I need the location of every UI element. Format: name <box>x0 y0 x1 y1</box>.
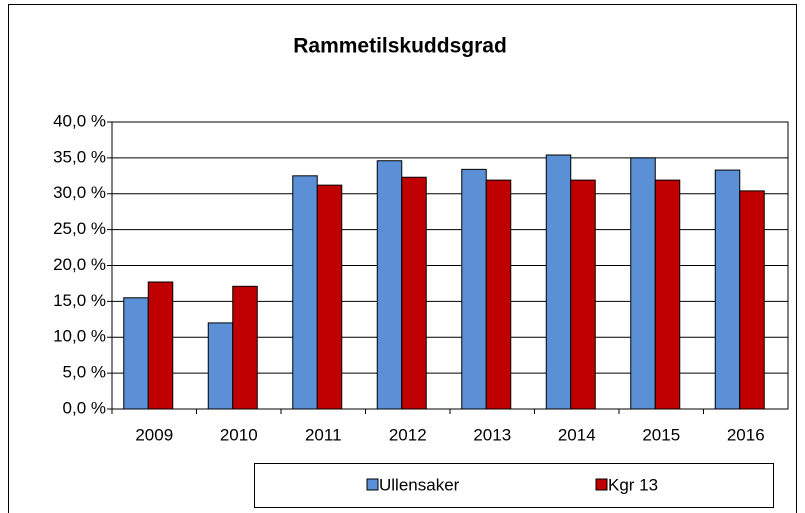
x-tick-label: 2013 <box>473 425 511 444</box>
y-tick-label: 0,0 % <box>63 398 106 417</box>
bar <box>207 322 234 410</box>
bar <box>630 157 656 410</box>
x-tick-label: 2014 <box>558 425 596 444</box>
bar <box>123 297 149 410</box>
bar <box>570 179 596 410</box>
y-tick-label: 15,0 % <box>53 291 106 310</box>
bar <box>401 176 427 410</box>
bar <box>485 179 512 410</box>
bar <box>654 179 681 410</box>
legend-swatch <box>366 478 379 491</box>
x-tick-label: 2010 <box>220 425 258 444</box>
y-tick-label: 20,0 % <box>53 255 106 274</box>
x-tick-label: 2009 <box>135 425 173 444</box>
bar <box>376 160 403 410</box>
y-tick-label: 35,0 % <box>53 147 106 166</box>
y-tick-label: 40,0 % <box>53 111 106 130</box>
bar <box>316 184 343 410</box>
x-tick-label: 2015 <box>642 425 680 444</box>
bar <box>739 190 765 410</box>
y-tick-label: 10,0 % <box>53 327 106 346</box>
x-tick-label: 2011 <box>305 425 342 444</box>
y-tick-label: 5,0 % <box>63 363 106 382</box>
legend-box <box>254 463 774 508</box>
bar <box>292 175 318 410</box>
legend-label: Kgr 13 <box>608 475 658 494</box>
y-tick-label: 25,0 % <box>53 219 106 238</box>
bar <box>147 281 174 410</box>
x-tick-label: 2016 <box>727 425 765 444</box>
legend-swatch <box>595 478 608 491</box>
bar <box>232 285 258 410</box>
chart-title: Rammetilskuddsgrad <box>293 35 507 58</box>
bar <box>545 154 572 410</box>
y-tick-label: 30,0 % <box>53 183 106 202</box>
bar <box>461 168 487 410</box>
legend-label: Ullensaker <box>379 475 460 494</box>
bar <box>714 169 741 410</box>
x-tick-label: 2012 <box>389 425 427 444</box>
